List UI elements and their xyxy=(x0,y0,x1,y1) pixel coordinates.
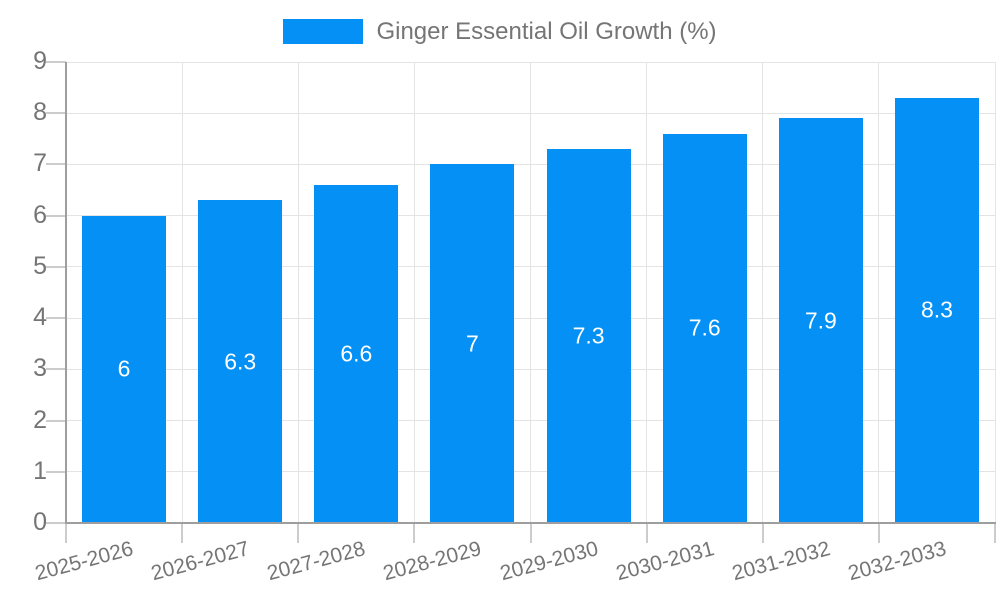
y-axis-label: 3 xyxy=(33,354,47,383)
x-axis-tick xyxy=(529,523,532,543)
x-axis-tick xyxy=(645,523,648,543)
bar-value-label: 8.3 xyxy=(920,296,953,323)
y-axis-tick xyxy=(46,522,66,524)
y-axis-tick xyxy=(46,368,66,371)
y-axis-label: 1 xyxy=(33,456,47,485)
y-axis-tick xyxy=(46,317,66,320)
x-axis-tick xyxy=(181,523,184,543)
bar-value-label: 6 xyxy=(117,355,131,382)
bar-value-label: 7 xyxy=(466,330,479,357)
y-axis-label: 7 xyxy=(33,149,47,178)
bar[interactable] xyxy=(894,97,979,523)
x-axis-tick xyxy=(413,523,416,543)
legend-item[interactable]: Ginger Essential Oil Growth (%) xyxy=(0,19,1000,44)
bar[interactable] xyxy=(662,133,747,523)
y-axis-label: 0 xyxy=(33,508,47,536)
legend-label: Ginger Essential Oil Growth (%) xyxy=(376,17,717,45)
y-axis-tick xyxy=(46,214,66,217)
y-axis-label: 9 xyxy=(33,47,47,75)
y-axis-label: 8 xyxy=(33,98,47,127)
x-gridline xyxy=(413,62,415,523)
y-axis-tick xyxy=(46,265,66,268)
bar[interactable] xyxy=(198,200,283,523)
bar[interactable] xyxy=(82,215,167,523)
x-gridline xyxy=(994,62,996,523)
y-axis-label: 4 xyxy=(33,303,47,332)
bar[interactable] xyxy=(314,184,399,523)
x-gridline xyxy=(878,62,880,523)
x-gridline xyxy=(297,62,299,523)
bar-value-label: 7.9 xyxy=(804,307,837,334)
x-axis-tick xyxy=(877,523,880,543)
y-axis-label: 6 xyxy=(33,200,47,229)
y-axis-tick xyxy=(46,163,66,166)
x-gridline xyxy=(646,62,648,523)
x-axis-tick xyxy=(297,523,300,543)
bar[interactable] xyxy=(546,149,631,523)
y-axis-tick xyxy=(46,470,66,473)
bar-value-label: 7.6 xyxy=(688,314,721,341)
y-axis-tick xyxy=(46,112,66,115)
bar-value-label: 7.3 xyxy=(572,322,605,349)
bar[interactable] xyxy=(778,118,863,523)
x-axis-tick xyxy=(994,523,996,543)
bar-value-label: 6.6 xyxy=(340,340,373,367)
y-axis-tick xyxy=(46,419,66,422)
x-axis-tick xyxy=(65,523,67,543)
x-axis-tick xyxy=(761,523,764,543)
y-axis-label: 5 xyxy=(33,251,47,280)
y-axis-tick xyxy=(46,61,66,63)
y-axis-line xyxy=(65,62,67,524)
y-axis-label: 2 xyxy=(33,405,47,434)
x-gridline xyxy=(181,62,183,523)
bar-value-label: 6.3 xyxy=(224,348,257,375)
legend-swatch xyxy=(283,19,364,44)
x-axis-line xyxy=(65,522,996,524)
bar[interactable] xyxy=(430,164,515,523)
x-gridline xyxy=(530,62,531,523)
x-gridline xyxy=(762,62,764,523)
